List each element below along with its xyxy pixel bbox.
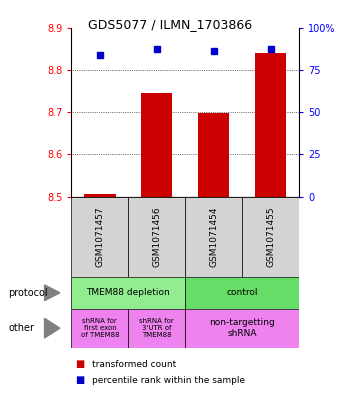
Bar [84, 195, 116, 196]
Polygon shape [45, 318, 60, 338]
Text: ■: ■ [75, 359, 84, 369]
Text: transformed count: transformed count [92, 360, 176, 369]
Text: TMEM88 depletion: TMEM88 depletion [86, 288, 170, 297]
Bar [255, 53, 286, 196]
Bar [141, 93, 172, 196]
Text: protocol: protocol [8, 288, 48, 298]
Text: control: control [226, 288, 258, 297]
Text: GSM1071455: GSM1071455 [266, 206, 275, 267]
Bar [185, 309, 299, 348]
Text: GSM1071454: GSM1071454 [209, 207, 218, 267]
Polygon shape [45, 285, 60, 301]
Bar [129, 309, 185, 348]
Text: ■: ■ [75, 375, 84, 385]
Text: non-targetting
shRNA: non-targetting shRNA [209, 318, 275, 338]
Bar [185, 277, 299, 309]
Text: GDS5077 / ILMN_1703866: GDS5077 / ILMN_1703866 [88, 18, 252, 31]
Text: GSM1071456: GSM1071456 [152, 206, 161, 267]
Bar [129, 196, 185, 277]
Bar [71, 277, 185, 309]
Bar [185, 196, 242, 277]
Text: shRNA for
first exon
of TMEM88: shRNA for first exon of TMEM88 [81, 318, 119, 338]
Bar [71, 309, 129, 348]
Text: percentile rank within the sample: percentile rank within the sample [92, 376, 245, 384]
Bar [198, 113, 230, 196]
Text: GSM1071457: GSM1071457 [96, 206, 104, 267]
Text: shRNA for
3'UTR of
TMEM88: shRNA for 3'UTR of TMEM88 [139, 318, 174, 338]
Bar [242, 196, 299, 277]
Bar [71, 196, 129, 277]
Text: other: other [8, 323, 34, 333]
